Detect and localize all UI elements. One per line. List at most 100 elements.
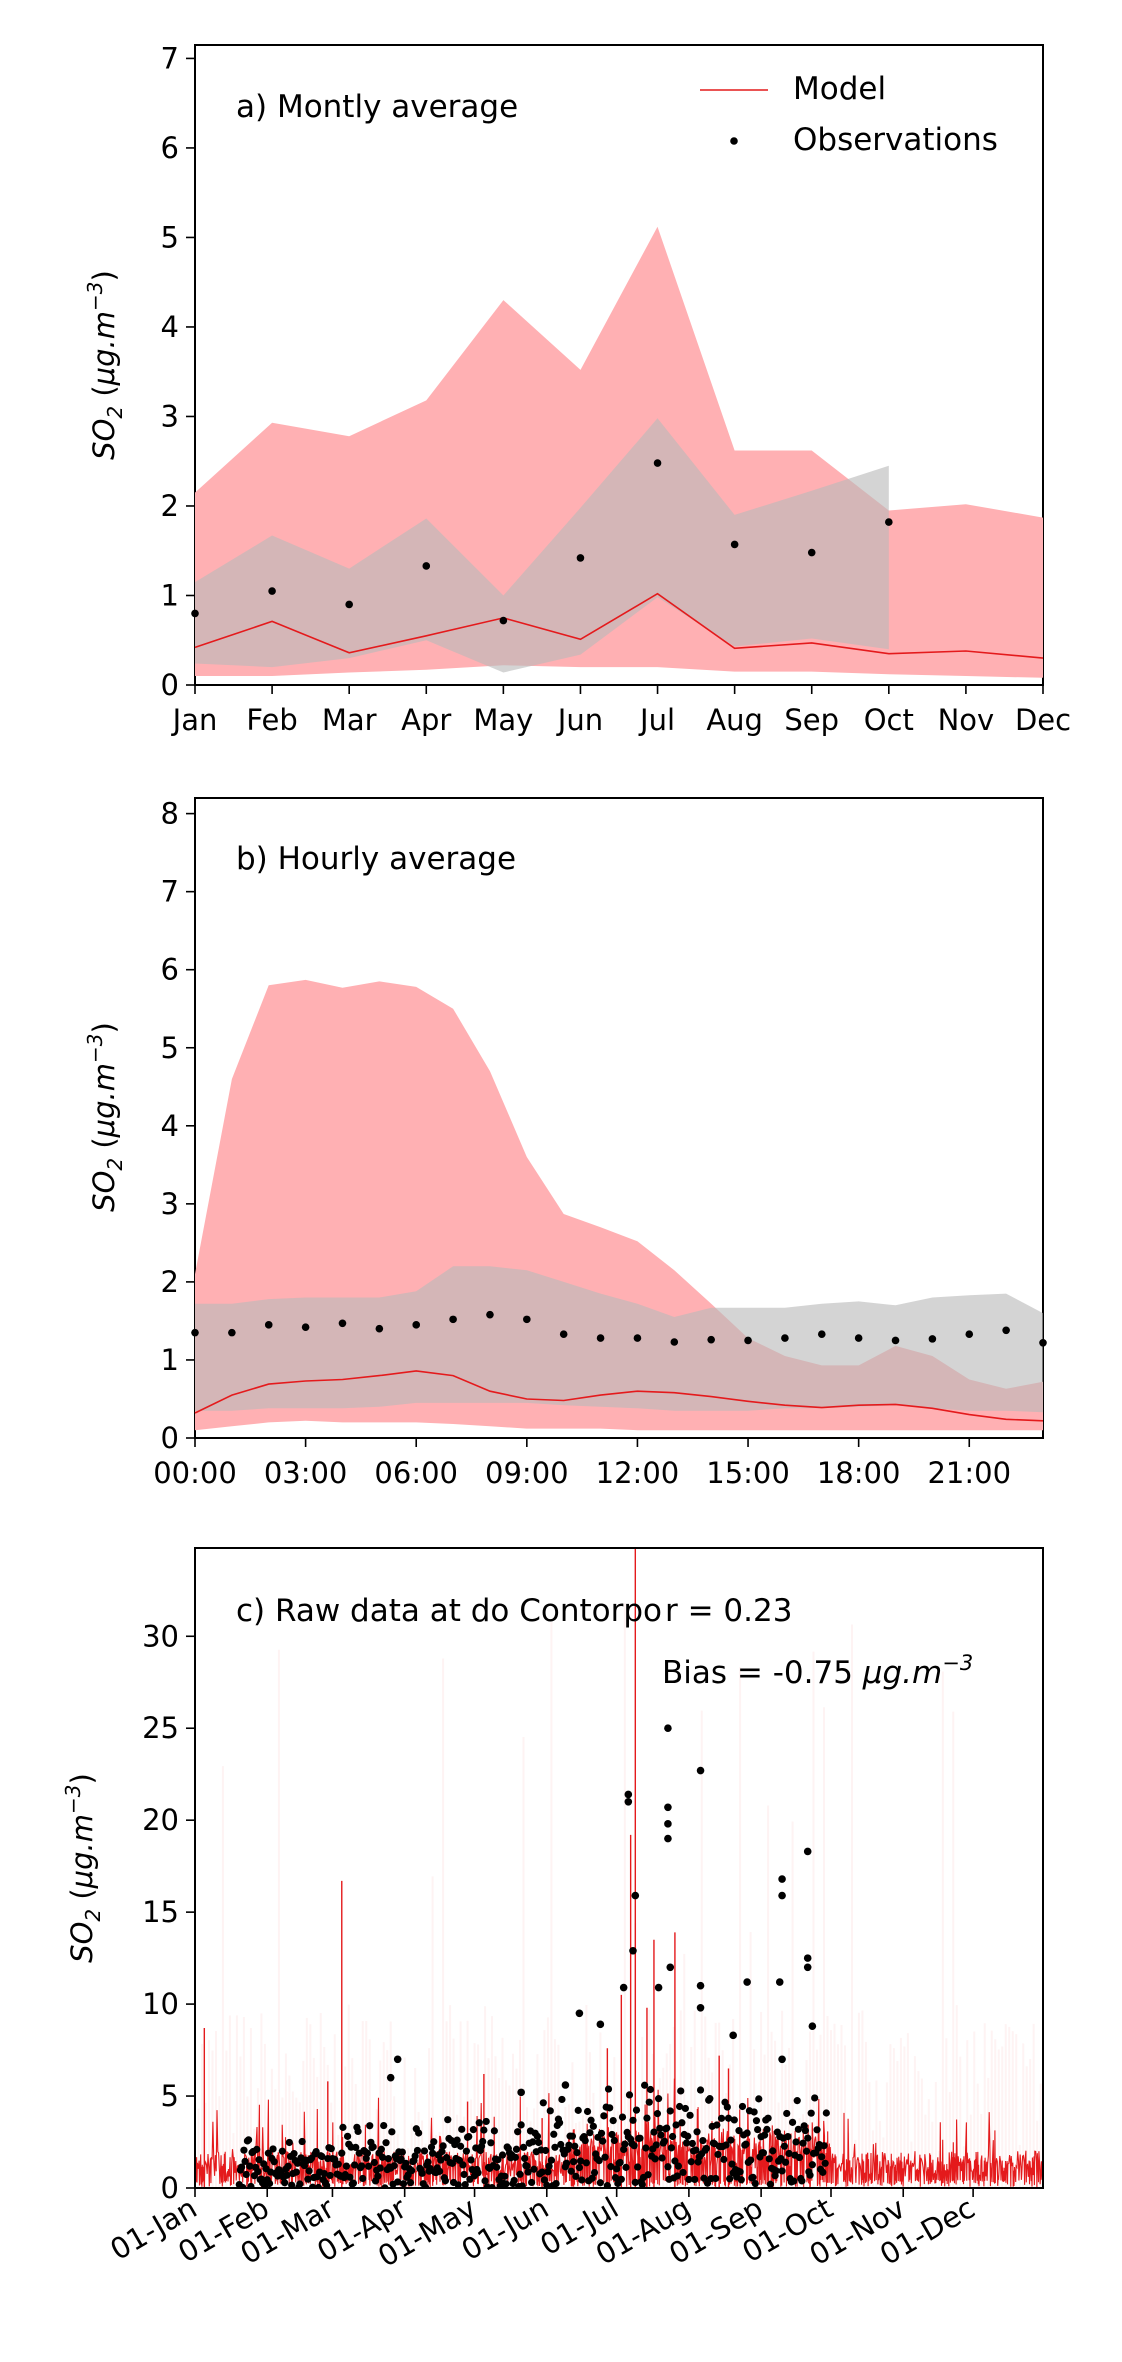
observation-point xyxy=(377,2145,385,2153)
observation-point xyxy=(420,2147,429,2155)
observation-point xyxy=(511,2153,519,2161)
observation-point xyxy=(438,2148,446,2156)
observation-point xyxy=(664,1724,672,1733)
observation-point xyxy=(247,2182,255,2188)
observation-point xyxy=(265,2179,274,2188)
observation-point xyxy=(590,2168,599,2177)
y-label-subscript: 2 xyxy=(103,406,127,419)
observation-point xyxy=(338,1319,347,1328)
observation-point xyxy=(378,2153,387,2161)
observation-point xyxy=(512,2145,521,2153)
y-tick-label: 8 xyxy=(161,797,179,831)
observation-point xyxy=(269,2145,277,2153)
y-label-species: SO xyxy=(65,1922,99,1963)
observation-point xyxy=(670,1338,679,1346)
observation-point xyxy=(785,2149,793,2158)
observation-point xyxy=(652,2141,660,2149)
observation-point xyxy=(394,2178,402,2186)
observation-point xyxy=(642,2144,650,2152)
x-tick-label: Apr xyxy=(401,703,451,737)
observation-point xyxy=(296,2180,304,2188)
observation-point xyxy=(516,2170,524,2178)
y-tick-label: 0 xyxy=(161,1421,179,1455)
observation-point xyxy=(781,1334,789,1342)
observation-point xyxy=(769,2147,777,2155)
observation-point xyxy=(270,2158,278,2166)
observation-point xyxy=(722,2141,730,2149)
y-tick-label: 7 xyxy=(161,875,179,909)
observation-point xyxy=(486,1310,494,1319)
observation-point xyxy=(542,2146,550,2155)
panel-c-raw-data: 0 5 10 15 20 25 30 01-Jan01-Feb01-Mar01-Apr01-… xyxy=(61,1547,1044,2274)
observation-point xyxy=(565,2141,573,2149)
observation-point xyxy=(742,2140,750,2148)
observation-point xyxy=(747,2156,755,2164)
observation-point xyxy=(663,2124,671,2132)
y-label-unit: μg.m xyxy=(87,311,121,386)
observation-point xyxy=(788,2118,797,2126)
observation-point xyxy=(624,1790,633,1799)
observation-point xyxy=(675,2102,684,2111)
observation-point xyxy=(524,2168,532,2176)
observation-point xyxy=(750,2108,758,2116)
observation-point xyxy=(820,2142,828,2150)
observation-point xyxy=(885,518,893,526)
observation-point xyxy=(633,1334,642,1342)
observation-point xyxy=(521,2154,529,2163)
observation-point xyxy=(418,2169,426,2177)
observation-point xyxy=(352,2143,360,2152)
observation-point xyxy=(569,2158,578,2166)
y-tick-label: 10 xyxy=(142,1987,179,2021)
observation-point xyxy=(449,1315,457,1324)
observation-point xyxy=(318,2152,326,2161)
observation-point xyxy=(631,2178,639,2187)
panel-a-model-line-group xyxy=(194,592,1044,659)
observation-point xyxy=(621,2140,629,2148)
observation-point xyxy=(646,2085,655,2094)
observation-point xyxy=(551,2143,559,2151)
observation-point xyxy=(535,2138,543,2147)
observation-point xyxy=(327,2145,335,2153)
observation-point xyxy=(754,2125,762,2134)
panel-c-x-ticks: 01-Jan01-Feb01-Mar01-Apr01-May01-Jun01-J… xyxy=(104,2188,981,2274)
observation-point xyxy=(550,2130,558,2138)
observation-point xyxy=(589,2122,597,2130)
observation-point xyxy=(304,2175,312,2183)
observation-point xyxy=(607,2163,615,2171)
observation-point xyxy=(546,2107,554,2115)
observation-point xyxy=(738,2102,747,2111)
observation-point xyxy=(398,2148,406,2156)
y-label-species: SO xyxy=(87,1171,121,1212)
observation-point xyxy=(822,2109,830,2117)
observation-point xyxy=(817,1330,826,1338)
observation-point xyxy=(510,2176,518,2185)
observation-point xyxy=(305,2167,313,2175)
observation-point xyxy=(255,2156,263,2164)
observation-point xyxy=(678,2119,686,2127)
observation-point xyxy=(571,2142,579,2150)
observation-point xyxy=(320,2169,328,2178)
observation-point xyxy=(651,2155,659,2163)
panel-c-bias: Bias = -0.75 μg.m−3 xyxy=(662,1651,973,1691)
observation-point xyxy=(480,2126,488,2134)
observation-point xyxy=(808,2161,816,2169)
observation-point xyxy=(461,2180,469,2188)
observation-point xyxy=(685,2175,693,2184)
observation-point xyxy=(481,2177,489,2185)
observation-point xyxy=(278,2147,286,2155)
observation-point xyxy=(629,2116,637,2124)
observation-point xyxy=(518,2182,526,2188)
observation-point xyxy=(681,2104,689,2113)
panel-b-observation-points xyxy=(191,1310,1047,1347)
x-tick-label: Mar xyxy=(322,703,377,737)
y-tick-label: 5 xyxy=(161,2079,179,2113)
observation-point xyxy=(755,2095,763,2103)
observation-point xyxy=(374,2172,382,2180)
observation-point xyxy=(606,2104,614,2112)
observation-point xyxy=(854,1334,863,1342)
observation-point xyxy=(634,2163,642,2171)
observation-point xyxy=(778,2167,786,2175)
observation-point xyxy=(345,600,353,609)
y-label-exponent: −3 xyxy=(83,1034,107,1063)
x-tick-label: Aug xyxy=(706,703,763,737)
